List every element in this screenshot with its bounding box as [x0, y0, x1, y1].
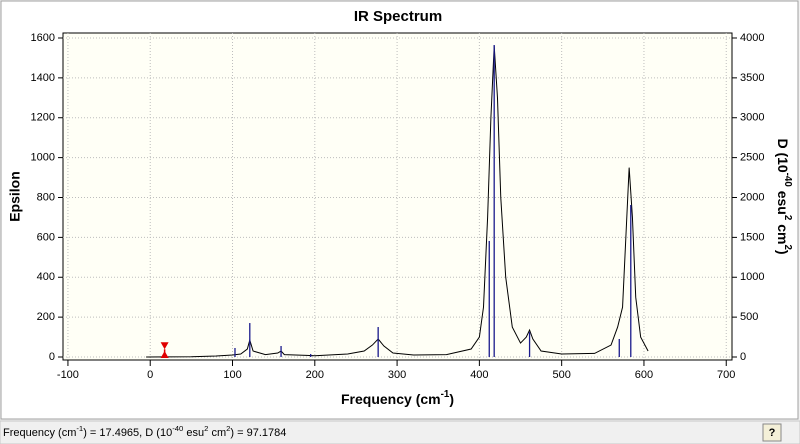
x-tick-label: -100: [57, 369, 79, 381]
y-tick-label: 0: [49, 351, 55, 363]
y2-tick-label: 3000: [740, 112, 764, 124]
y-tick-label: 600: [37, 231, 55, 243]
y2-tick-label: 500: [740, 311, 758, 323]
y-tick-label: 1000: [31, 152, 55, 164]
status-part: Frequency (cm: [3, 427, 76, 439]
chart-title: IR Spectrum: [354, 8, 442, 25]
y-axis-label: Epsilon: [7, 171, 23, 222]
status-part: esu: [183, 427, 204, 439]
status-part: , D (10: [139, 427, 172, 439]
status-part: 2: [204, 424, 208, 433]
x-tick-label: 0: [147, 369, 153, 381]
x-axis-label: Frequency (cm-1): [341, 389, 454, 407]
status-text: Frequency (cm-1) = 17.4965, D (10-40 esu…: [3, 424, 286, 439]
status-part: cm: [208, 427, 226, 439]
x-tick-label: 700: [717, 369, 735, 381]
y2-axis-label: D (10-40 esu2 cm2): [775, 138, 793, 254]
y2-axis-label-part: ): [775, 250, 791, 255]
x-tick-label: 400: [470, 369, 488, 381]
x-tick-label: 600: [635, 369, 653, 381]
y-tick-label: 400: [37, 271, 55, 283]
y2-tick-label: 3500: [740, 72, 764, 84]
y2-axis-label-part: D (10: [775, 138, 791, 172]
status-part: ) =: [83, 427, 99, 439]
y2-axis-label-part: -40: [782, 173, 793, 188]
status-part: -1: [76, 424, 83, 433]
y-tick-label: 1400: [31, 72, 55, 84]
spectrum-line: [146, 45, 649, 358]
x-tick-label: 500: [552, 369, 570, 381]
y2-axis-label-part: 2: [782, 215, 793, 221]
x-tick-label: 100: [223, 369, 241, 381]
y2-tick-label: 2500: [740, 152, 764, 164]
y2-tick-label: 1500: [740, 231, 764, 243]
y2-tick-label: 4000: [740, 32, 764, 44]
y2-axis-label-part: cm: [775, 220, 791, 244]
x-axis-label-part: ): [449, 391, 454, 407]
y2-tick-label: 1000: [740, 271, 764, 283]
x-tick-label: 200: [306, 369, 324, 381]
plot-area: [62, 32, 733, 361]
y-tick-label: 1600: [31, 32, 55, 44]
y2-tick-label: 2000: [740, 191, 764, 203]
y2-axis-label-part: esu: [775, 187, 791, 215]
y2-tick-label: 0: [740, 351, 746, 363]
y2-axis-label-part: 2: [782, 244, 793, 250]
status-part: 2: [226, 424, 230, 433]
x-axis-label-part: Frequency (cm: [341, 391, 441, 407]
status-part: -40: [172, 424, 183, 433]
y-tick-label: 800: [37, 191, 55, 203]
x-axis-label-part: -1: [441, 389, 450, 400]
status-frequency: 17.4965: [99, 427, 139, 439]
status-bar: [0, 420, 800, 444]
help-button[interactable]: [762, 423, 782, 442]
cursor-marker: [160, 342, 169, 359]
status-d: 97.1784: [247, 427, 287, 439]
y-tick-label: 200: [37, 311, 55, 323]
help-icon[interactable]: ?: [769, 427, 776, 439]
status-part: ) =: [230, 427, 246, 439]
x-tick-label: 300: [388, 369, 406, 381]
y-tick-label: 1200: [31, 112, 55, 124]
